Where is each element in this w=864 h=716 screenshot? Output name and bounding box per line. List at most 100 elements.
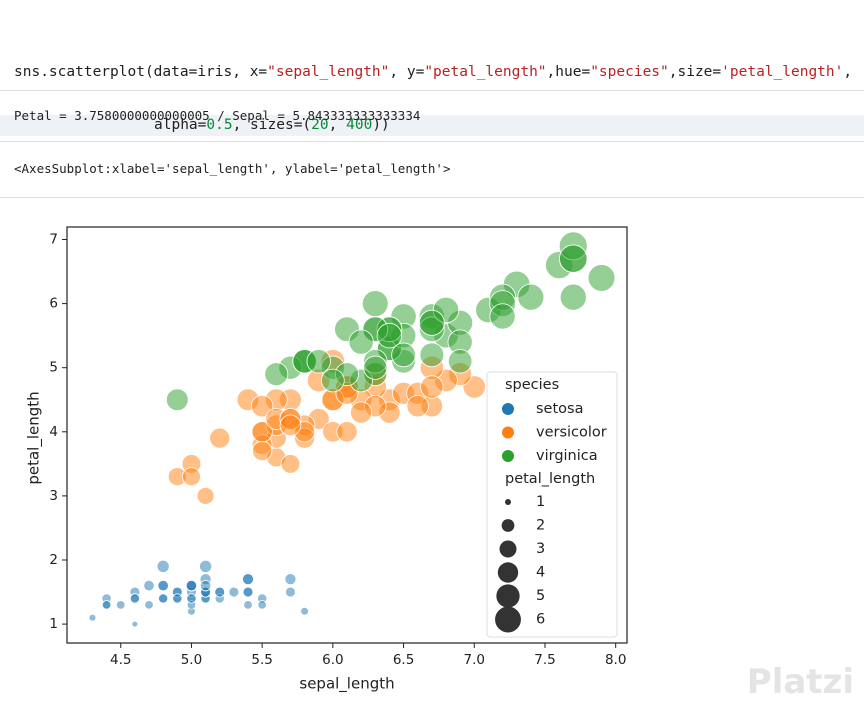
point: [116, 600, 126, 610]
watermark: Platzi: [746, 662, 854, 702]
y-tick-label: 5: [49, 360, 58, 376]
legend-label: versicolor: [536, 425, 607, 441]
point: [250, 394, 274, 418]
point: [214, 586, 226, 598]
point: [185, 579, 198, 592]
point: [157, 579, 169, 592]
code-token: 20: [311, 117, 329, 133]
legend-label: 5: [536, 588, 545, 604]
legend-size-marker: [501, 519, 515, 532]
point: [363, 355, 388, 380]
x-tick-label: 8.0: [605, 652, 626, 668]
legend-title: petal_length: [505, 471, 595, 487]
x-tick-label: 6.5: [393, 652, 414, 668]
code-token: 0.5: [206, 117, 233, 133]
y-tick-label: 6: [49, 296, 58, 312]
point: [129, 593, 140, 604]
code-token: ,: [328, 117, 347, 133]
code-line: alpha=0.5, sizes=(20, 400)): [0, 115, 864, 136]
point: [172, 593, 183, 604]
point: [181, 467, 201, 487]
point: [257, 600, 267, 610]
x-tick-label: 4.5: [110, 652, 131, 668]
point: [264, 362, 289, 387]
code-token: sns.scatterplot(data=iris, x=: [14, 64, 268, 80]
point: [418, 309, 445, 336]
point: [420, 375, 444, 399]
legend-swatch: [502, 403, 514, 415]
point: [284, 573, 297, 586]
legend-label: 6: [536, 612, 545, 628]
point: [489, 303, 516, 330]
code-token: , y=: [389, 64, 425, 80]
code-token: ,size=: [668, 64, 722, 80]
point: [199, 579, 212, 592]
point: [242, 586, 254, 598]
point: [88, 613, 97, 622]
y-tick-label: 4: [49, 424, 58, 440]
point: [406, 394, 429, 418]
point: [144, 600, 154, 610]
point: [165, 388, 189, 412]
point: [186, 593, 197, 604]
point: [280, 454, 301, 474]
y-tick-label: 7: [49, 231, 58, 247]
point: [300, 606, 309, 616]
code-line: sns.scatterplot(data=iris, x="sepal_leng…: [0, 62, 864, 83]
code-token: 'petal_length': [721, 64, 844, 80]
legend-size-marker: [497, 562, 519, 583]
output-text: Petal = 3.7580000000000005 / Sepal = 5.8…: [14, 108, 421, 123]
code-token: "sepal_length": [267, 64, 390, 80]
legend-label: virginica: [536, 448, 598, 464]
legend-label: 2: [536, 518, 545, 534]
output-text: <AxesSubplot:xlabel='sepal_length', ylab…: [14, 161, 451, 176]
point: [156, 559, 170, 573]
point: [101, 600, 112, 610]
x-tick-label: 5.0: [181, 652, 202, 668]
point: [279, 414, 302, 437]
legend-box: [486, 371, 618, 638]
legend-label: 1: [536, 494, 545, 510]
legend-swatch: [502, 426, 514, 439]
divider: [0, 141, 864, 142]
point: [587, 264, 616, 292]
point: [242, 573, 254, 586]
y-tick-label: 2: [49, 552, 58, 568]
x-tick-label: 5.5: [251, 652, 272, 668]
legend-title: species: [505, 377, 559, 393]
point: [419, 342, 445, 368]
legend-label: 4: [536, 565, 545, 581]
point: [350, 401, 373, 424]
point: [348, 329, 374, 355]
point: [199, 559, 213, 573]
point: [196, 486, 215, 505]
x-tick-label: 7.5: [534, 652, 555, 668]
point: [559, 244, 588, 273]
point: [285, 586, 296, 598]
point: [321, 368, 345, 393]
divider: [0, 197, 864, 198]
point: [209, 427, 231, 449]
code-token: , sizes=(: [232, 117, 312, 133]
y-tick-label: 1: [49, 616, 58, 632]
point: [336, 421, 358, 443]
point: [306, 349, 331, 374]
legend-size-marker: [499, 540, 517, 558]
point: [143, 579, 155, 592]
point: [131, 620, 139, 628]
code-cell[interactable]: sns.scatterplot(data=iris, x="sepal_leng…: [0, 30, 864, 152]
legend-label: setosa: [536, 401, 583, 417]
legend-label: 3: [536, 541, 545, 557]
point: [376, 322, 403, 349]
x-tick-label: 7.0: [464, 652, 485, 668]
point: [559, 283, 587, 311]
point: [228, 586, 240, 598]
x-axis-label: sepal_length: [299, 675, 394, 694]
code-token: "petal_length": [424, 64, 547, 80]
y-axis-label: petal_length: [25, 391, 44, 484]
legend-swatch: [502, 450, 514, 462]
point: [251, 421, 273, 443]
legend-size-marker: [496, 584, 520, 608]
